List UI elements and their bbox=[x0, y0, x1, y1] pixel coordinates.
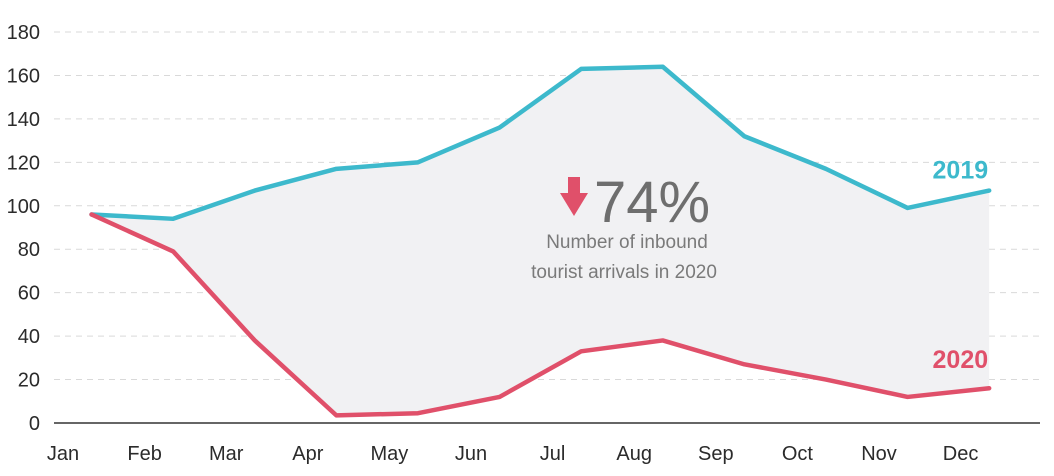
annotation-value: 74% bbox=[594, 170, 710, 235]
series-line-2020 bbox=[89, 212, 992, 418]
x-tick-label: Nov bbox=[861, 443, 897, 465]
y-tick-label: 40 bbox=[18, 326, 40, 348]
y-axis: 0 20 40 60 80 100 120 140 160 180 bbox=[7, 22, 40, 435]
annotation-line-2: tourist arrivals in 2020 bbox=[531, 262, 717, 283]
y-tick-label: 180 bbox=[7, 22, 40, 44]
x-axis: Jan Feb Mar Apr May Jun Jul Aug Sep Oct Nov Dec bbox=[47, 443, 979, 465]
y-tick-label: 20 bbox=[18, 370, 40, 392]
x-tick-label: Jan bbox=[47, 443, 79, 465]
y-tick-label: 160 bbox=[7, 65, 40, 87]
y-tick-label: 120 bbox=[7, 152, 40, 174]
y-tick-label: 80 bbox=[18, 239, 40, 261]
y-tick-label: 140 bbox=[7, 109, 40, 131]
x-tick-label: Jul bbox=[540, 443, 566, 465]
series-label-2020: 2020 bbox=[933, 346, 989, 374]
x-tick-label: Dec bbox=[943, 443, 979, 465]
x-tick-label: Jun bbox=[455, 443, 487, 465]
x-tick-label: Mar bbox=[209, 443, 244, 465]
x-tick-label: Oct bbox=[782, 443, 814, 465]
y-tick-label: 100 bbox=[7, 196, 40, 218]
x-tick-label: Apr bbox=[292, 443, 323, 465]
x-tick-label: May bbox=[371, 443, 409, 465]
series-label-2019: 2019 bbox=[933, 157, 989, 185]
y-tick-label: 0 bbox=[29, 413, 40, 435]
x-tick-label: Sep bbox=[698, 443, 734, 465]
series-labels: 2019 2020 bbox=[933, 157, 989, 375]
down-arrow-icon bbox=[560, 177, 588, 216]
gap-area bbox=[91, 66, 990, 416]
series-layer bbox=[89, 64, 992, 418]
x-tick-label: Aug bbox=[616, 443, 652, 465]
series-line-2019 bbox=[89, 64, 992, 222]
y-tick-label: 60 bbox=[18, 283, 40, 305]
annotation: 74% Number of inbound tourist arrivals i… bbox=[531, 170, 717, 283]
fill-between-layer bbox=[91, 66, 990, 416]
grid-layer bbox=[54, 31, 1040, 424]
x-tick-label: Feb bbox=[127, 443, 161, 465]
annotation-line-1: Number of inbound bbox=[546, 232, 708, 253]
